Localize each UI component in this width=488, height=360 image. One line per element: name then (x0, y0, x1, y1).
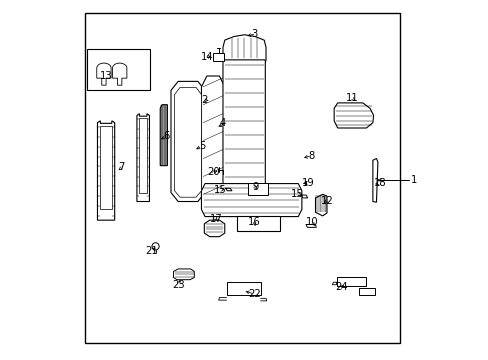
Polygon shape (160, 105, 167, 166)
Polygon shape (171, 81, 204, 202)
Text: 21: 21 (145, 246, 158, 256)
Text: 12: 12 (320, 196, 333, 206)
Polygon shape (201, 184, 301, 217)
Text: 10: 10 (305, 217, 318, 227)
Bar (87, 49, 150, 90)
Polygon shape (204, 220, 224, 237)
Text: 20: 20 (207, 167, 220, 177)
Text: 5: 5 (199, 141, 205, 151)
Polygon shape (201, 76, 224, 205)
Polygon shape (173, 269, 194, 280)
Bar (359, 288, 375, 296)
Bar (85, 13, 400, 343)
Polygon shape (97, 63, 111, 85)
Text: 19: 19 (302, 178, 314, 188)
Bar (226, 282, 260, 296)
Text: 11: 11 (345, 93, 358, 103)
Polygon shape (333, 103, 373, 128)
Circle shape (152, 243, 159, 250)
Text: 4: 4 (220, 118, 225, 128)
Polygon shape (112, 63, 126, 85)
Polygon shape (100, 126, 112, 209)
Text: 14: 14 (200, 52, 213, 62)
Polygon shape (137, 114, 149, 202)
Bar (336, 277, 365, 286)
Text: 7: 7 (119, 162, 125, 172)
Bar (237, 216, 280, 231)
Polygon shape (174, 87, 201, 197)
Text: 8: 8 (308, 150, 314, 161)
Text: 23: 23 (171, 280, 184, 290)
Text: 2: 2 (201, 95, 207, 105)
Text: 17: 17 (209, 214, 222, 224)
Polygon shape (315, 194, 326, 216)
Polygon shape (223, 35, 265, 72)
Text: 24: 24 (334, 282, 347, 292)
Text: 1: 1 (410, 175, 416, 185)
Polygon shape (139, 118, 147, 193)
Text: 16: 16 (247, 217, 261, 227)
Text: 22: 22 (247, 289, 261, 299)
Polygon shape (97, 121, 115, 220)
Text: 9: 9 (251, 182, 258, 192)
Text: 15: 15 (213, 185, 226, 195)
Bar (213, 53, 224, 60)
Polygon shape (372, 158, 377, 202)
Polygon shape (223, 60, 265, 211)
Text: 15: 15 (290, 189, 304, 199)
Text: 18: 18 (373, 178, 386, 188)
Text: 13: 13 (100, 71, 113, 81)
Text: 3: 3 (251, 29, 257, 39)
Text: 6: 6 (163, 131, 169, 141)
Bar (247, 183, 267, 195)
